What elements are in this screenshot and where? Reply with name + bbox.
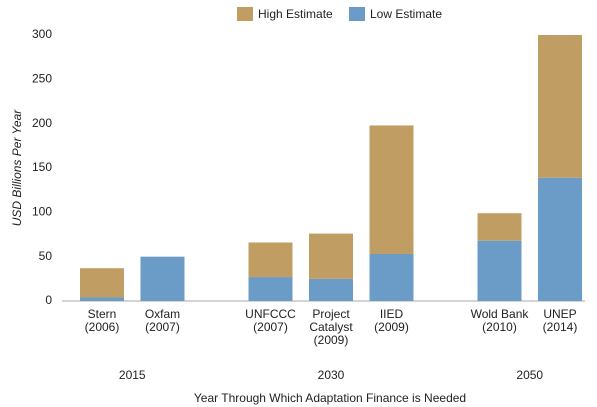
bar-segment bbox=[80, 297, 124, 301]
legend-swatch bbox=[237, 7, 253, 21]
y-tick-label: 250 bbox=[32, 72, 52, 86]
x-tick-label: (2006) bbox=[85, 320, 120, 334]
x-tick-label: IIED bbox=[380, 307, 404, 321]
x-tick-label: (2009) bbox=[314, 333, 349, 347]
group-label: 2015 bbox=[119, 368, 146, 382]
bar-segment bbox=[538, 177, 582, 301]
y-tick-label: 50 bbox=[39, 249, 53, 263]
bar-segment bbox=[248, 277, 293, 301]
x-tick-label: UNEP bbox=[543, 307, 576, 321]
x-tick-label: Stern bbox=[88, 307, 117, 321]
bar-segment bbox=[309, 233, 353, 279]
y-tick-label: 100 bbox=[32, 205, 52, 219]
legend-label: High Estimate bbox=[258, 7, 333, 21]
x-tick-label: UNFCCC bbox=[245, 307, 296, 321]
group-label: 2050 bbox=[516, 368, 543, 382]
x-tick-label: (2014) bbox=[543, 320, 578, 334]
y-tick-label: 150 bbox=[32, 160, 52, 174]
x-tick-label: (2009) bbox=[374, 320, 409, 334]
bar-segment bbox=[140, 256, 185, 301]
bar-segment bbox=[477, 213, 522, 241]
x-tick-label: (2007) bbox=[145, 320, 180, 334]
y-tick-label: 200 bbox=[32, 116, 52, 130]
bar-segment bbox=[538, 35, 582, 178]
bar-segment bbox=[80, 268, 124, 298]
bar-segment bbox=[369, 254, 414, 301]
bar-segment bbox=[248, 242, 293, 278]
bar-segment bbox=[369, 125, 414, 255]
y-axis-label: USD Billions Per Year bbox=[10, 109, 24, 227]
x-tick-label: Wold Bank bbox=[471, 307, 530, 321]
y-tick-label: 300 bbox=[32, 27, 52, 41]
x-tick-label: (2010) bbox=[482, 320, 517, 334]
x-axis-label: Year Through Which Adaptation Finance is… bbox=[194, 391, 466, 405]
x-tick-label: Oxfam bbox=[145, 307, 180, 321]
bar-segment bbox=[309, 278, 353, 301]
y-tick-label: 0 bbox=[45, 293, 52, 307]
group-label: 2030 bbox=[318, 368, 345, 382]
bar-segment bbox=[477, 240, 522, 301]
legend-label: Low Estimate bbox=[370, 7, 442, 21]
x-tick-label: (2007) bbox=[253, 320, 288, 334]
x-tick-label: Project bbox=[312, 307, 350, 321]
x-tick-label: Catalyst bbox=[309, 320, 353, 334]
legend-swatch bbox=[349, 7, 365, 21]
